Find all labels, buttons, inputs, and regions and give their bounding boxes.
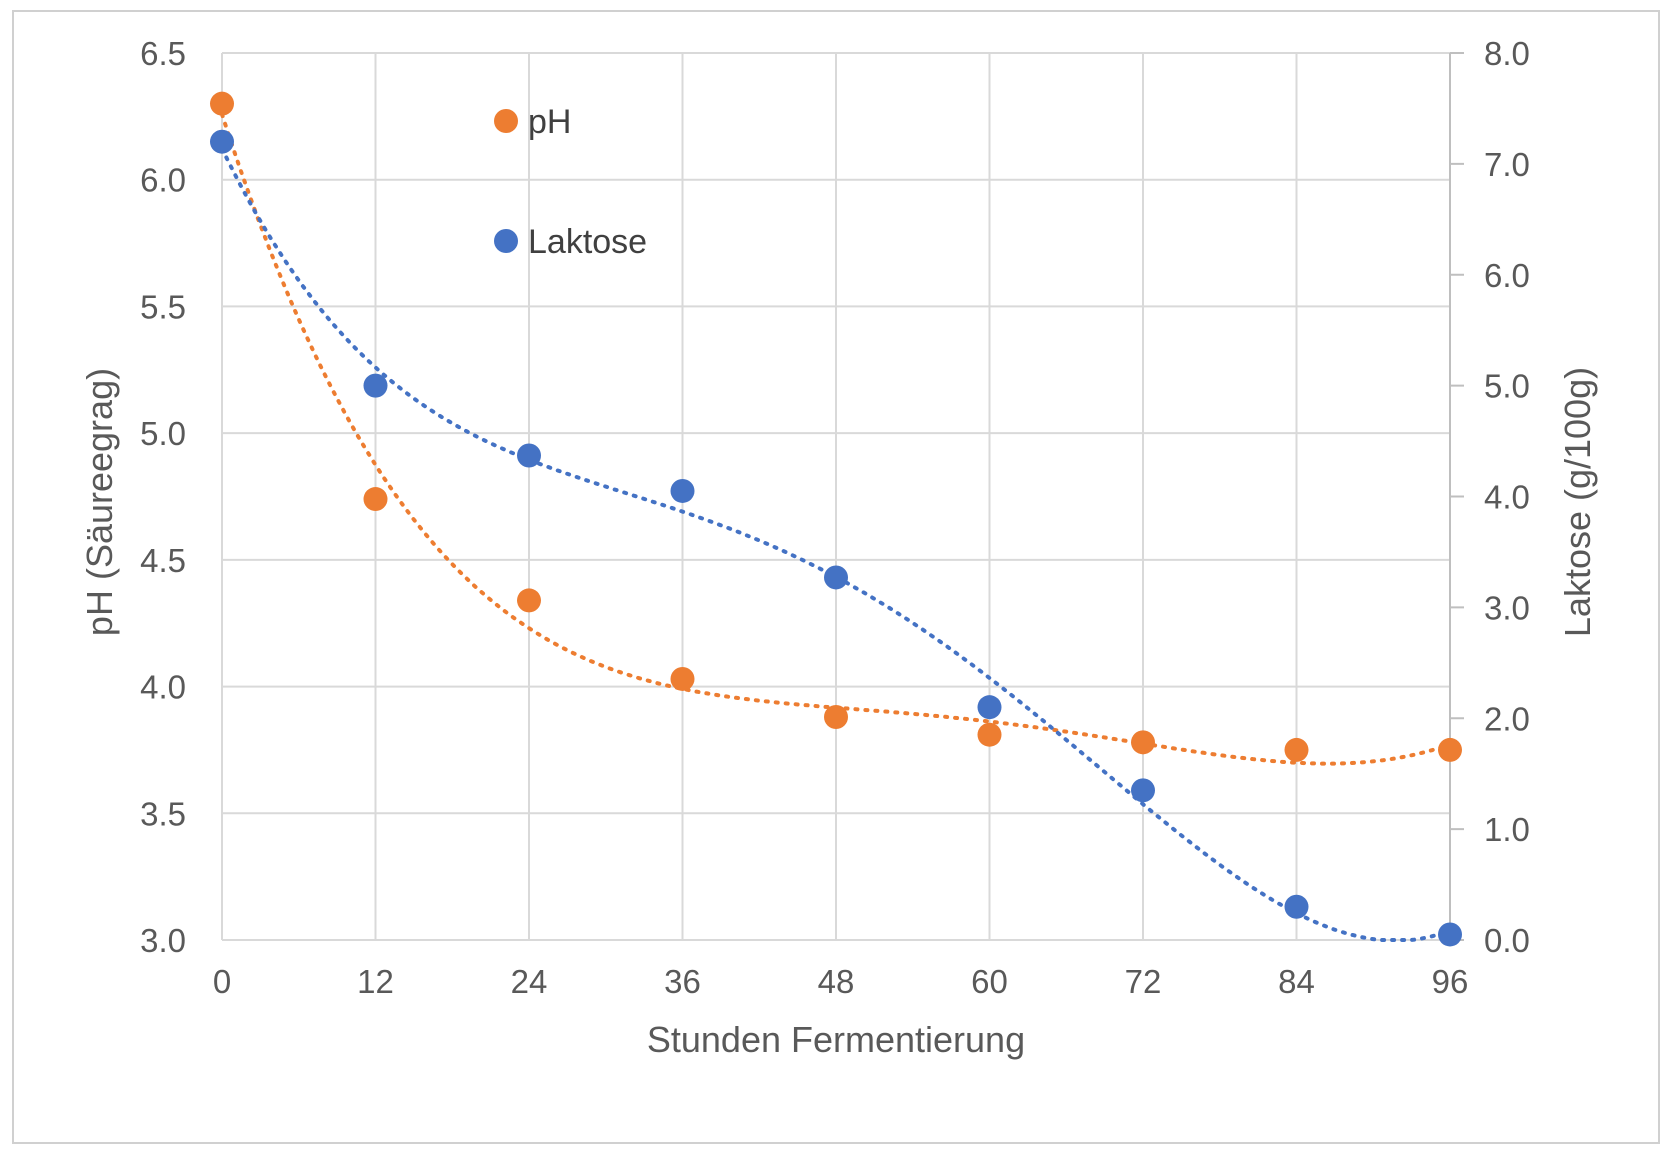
y2-tick-label: 7.0 [1484, 146, 1530, 183]
x-tick-label: 72 [1125, 963, 1162, 1000]
y-tick-label: 4.5 [140, 542, 186, 579]
x-tick-label: 48 [818, 963, 855, 1000]
data-point-laktose [1438, 922, 1462, 947]
y-tick-label: 3.0 [140, 922, 186, 959]
y2-tick-label: 0.0 [1484, 922, 1530, 959]
legend-label-ph: pH [528, 103, 571, 141]
x-tick-label: 12 [357, 963, 394, 1000]
y-tick-label: 6.0 [140, 162, 186, 199]
data-point-laktose [670, 478, 695, 503]
y2-tick-label: 8.0 [1484, 35, 1530, 72]
x-tick-label: 0 [213, 963, 231, 1000]
y2-tick-label: 6.0 [1484, 257, 1530, 294]
grid [221, 52, 1451, 941]
x-tick-label: 24 [511, 963, 548, 1000]
data-point-ph [363, 487, 388, 512]
y-axis-title: pH (Säureegrag) [79, 368, 120, 636]
legend-marker-laktose [494, 229, 518, 253]
y2-axis-title: Laktose (g/100g) [1557, 367, 1598, 637]
legend-label-laktose: Laktose [528, 223, 647, 261]
y2-tick-label: 5.0 [1484, 368, 1530, 405]
data-point-laktose [1284, 894, 1309, 919]
y-tick-label: 5.5 [140, 288, 186, 325]
data-point-laktose [517, 443, 541, 468]
data-point-ph [1131, 730, 1155, 755]
y2-tick-label: 2.0 [1484, 700, 1530, 737]
y2-tick-label: 1.0 [1484, 811, 1530, 848]
x-tick-label: 84 [1278, 963, 1315, 1000]
x-tick-label: 96 [1432, 963, 1469, 1000]
x-tick-label: 60 [971, 963, 1008, 1000]
ticks: 3.0 3.5 4.0 4.5 5.0 5.5 6.0 6.5 0 12 24 36 48 60 72 84 9… [140, 35, 1530, 1000]
data-point-ph [1284, 737, 1309, 762]
data-point-laktose [1131, 778, 1155, 803]
y-tick-label: 3.5 [140, 795, 186, 832]
axes [1449, 52, 1464, 941]
y2-tick-label: 3.0 [1484, 589, 1530, 626]
data-point-ph [1438, 737, 1462, 762]
data-point-laktose [210, 129, 234, 154]
points [210, 91, 1462, 947]
data-point-laktose [363, 373, 388, 398]
y-tick-label: 4.0 [140, 669, 186, 706]
data-point-ph [977, 722, 1002, 747]
y-tick-label: 5.0 [140, 415, 186, 452]
legend-marker-ph [494, 109, 518, 133]
data-point-ph [517, 588, 541, 613]
data-point-laktose [824, 565, 848, 590]
data-point-laktose [977, 695, 1002, 720]
data-point-ph [670, 666, 695, 691]
legend: pH Laktose [494, 103, 647, 261]
data-point-ph [824, 704, 848, 729]
data-point-ph [210, 91, 234, 116]
x-tick-label: 36 [664, 963, 701, 1000]
x-axis-title: Stunden Fermentierung [647, 1019, 1025, 1060]
y2-tick-label: 4.0 [1484, 479, 1530, 516]
y-tick-label: 6.5 [140, 35, 186, 72]
